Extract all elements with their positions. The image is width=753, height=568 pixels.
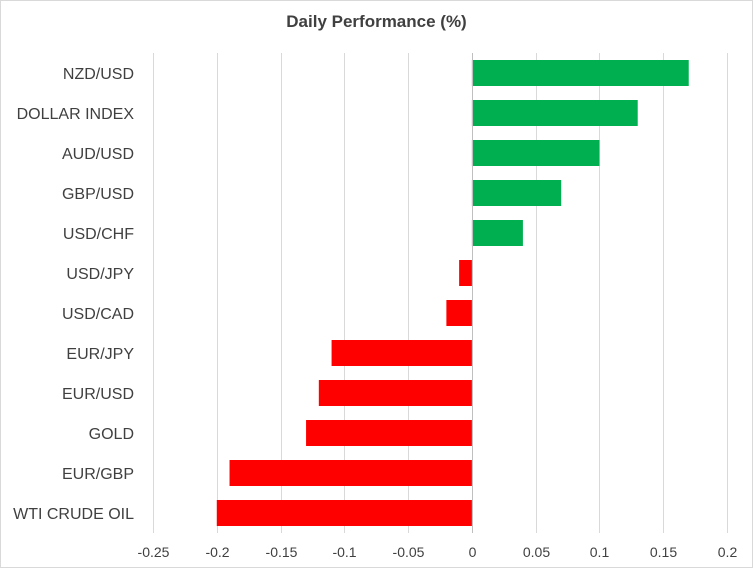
- category-label: EUR/JPY: [66, 346, 134, 363]
- bar-gold: [306, 420, 472, 446]
- x-tick-label: -0.05: [393, 544, 425, 560]
- category-label: WTI CRUDE OIL: [13, 506, 134, 523]
- bar-usd-chf: [471, 220, 523, 246]
- bar-aud-usd: [471, 140, 600, 166]
- category-label: USD/JPY: [66, 266, 134, 283]
- bars: [216, 60, 689, 526]
- x-tick-label: -0.2: [205, 544, 229, 560]
- bar-wti-crude-oil: [216, 500, 472, 526]
- bar-eur-usd: [318, 380, 472, 406]
- x-tick-label: 0: [469, 544, 477, 560]
- x-tick-label: -0.15: [266, 544, 298, 560]
- bar-eur-jpy: [331, 340, 472, 366]
- bar-dollar-index: [471, 100, 638, 126]
- category-label: USD/CAD: [62, 306, 134, 323]
- gridlines: [153, 53, 728, 533]
- x-tick-label: 0.05: [523, 544, 550, 560]
- bar-usd-jpy: [459, 260, 472, 286]
- category-label: DOLLAR INDEX: [17, 106, 135, 123]
- bar-gbp-usd: [471, 180, 562, 206]
- category-label: NZD/USD: [63, 66, 134, 83]
- x-tick-labels: -0.25 -0.2 -0.15 -0.1 -0.05 0 0.05 0.1 0.15 0.2: [138, 544, 738, 560]
- category-label: GOLD: [89, 426, 134, 443]
- chart-title: Daily Performance (%): [286, 12, 467, 31]
- category-label: USD/CHF: [63, 226, 134, 243]
- x-tick-label: 0.15: [650, 544, 677, 560]
- bar-usd-cad: [446, 300, 472, 326]
- category-labels: NZD/USD DOLLAR INDEX AUD/USD GBP/USD USD/CHF…: [13, 66, 134, 523]
- category-label: AUD/USD: [62, 146, 134, 163]
- x-tick-label: -0.25: [138, 544, 170, 560]
- x-tick-label: 0.2: [718, 544, 738, 560]
- x-tick-label: 0.1: [590, 544, 610, 560]
- bar-eur-gbp: [229, 460, 472, 486]
- category-label: EUR/USD: [62, 386, 134, 403]
- bar-nzd-usd: [471, 60, 689, 86]
- category-label: EUR/GBP: [62, 466, 134, 483]
- x-tick-label: -0.1: [332, 544, 356, 560]
- category-label: GBP/USD: [62, 186, 134, 203]
